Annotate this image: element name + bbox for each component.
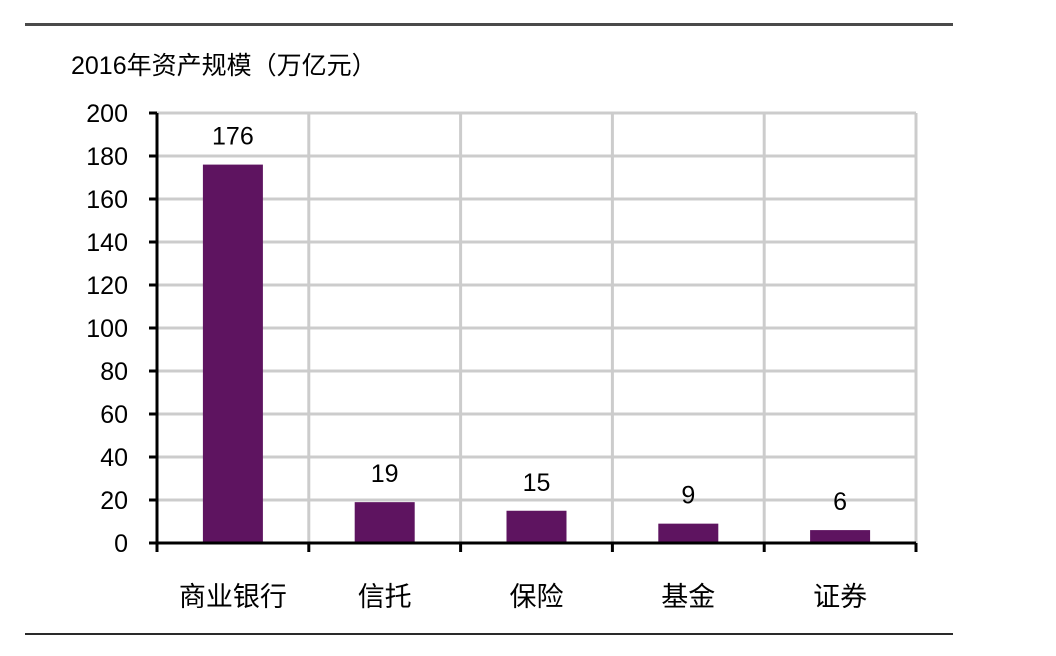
- chart-title: 2016年资产规模（万亿元）: [71, 52, 377, 80]
- y-tick-label: 20: [100, 487, 128, 515]
- data-label: 6: [833, 488, 847, 516]
- y-tick-label: 180: [86, 143, 128, 171]
- top-rule: [25, 23, 953, 26]
- category-label: 证券: [813, 582, 867, 612]
- category-label: 商业银行: [179, 582, 287, 612]
- y-tick-label: 80: [100, 358, 128, 386]
- y-tick-label: 160: [86, 186, 128, 214]
- bar: [658, 523, 719, 543]
- data-label: 19: [371, 460, 399, 488]
- data-label: 15: [523, 469, 551, 497]
- data-label: 176: [212, 123, 254, 151]
- y-tick-label: 60: [100, 401, 128, 429]
- category-label: 信托: [358, 582, 412, 612]
- bars: [202, 164, 871, 543]
- data-label: 9: [681, 482, 695, 510]
- labels: 176 商业银行 19 信托 15 保险 9 基金 6 证券 0 20 40 60 80 100 120 140 1…: [86, 100, 867, 612]
- bar: [810, 530, 871, 543]
- y-tick-label: 40: [100, 444, 128, 472]
- y-tick-label: 200: [86, 100, 128, 128]
- bar: [354, 502, 415, 543]
- y-tick-label: 140: [86, 229, 128, 257]
- bottom-rule: [25, 633, 953, 635]
- bar: [506, 510, 567, 543]
- y-tick-label: 0: [114, 530, 128, 558]
- category-label: 保险: [510, 582, 564, 612]
- axes: [149, 111, 918, 552]
- y-tick-label: 120: [86, 272, 128, 300]
- category-label: 基金: [661, 582, 715, 612]
- bar: [202, 164, 263, 543]
- y-tick-label: 100: [86, 315, 128, 343]
- gridlines: [157, 111, 918, 543]
